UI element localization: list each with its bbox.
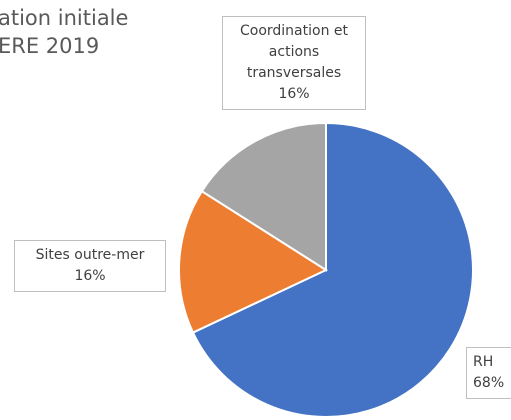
pie-slice [200,121,327,272]
value-label: 16% [74,268,106,284]
data-label: Sites outre-mer 16% [14,240,166,292]
pie-slice [178,189,329,334]
category-label: Sites outre-mer [35,247,145,263]
pie-slice [191,121,474,418]
data-label: Coordination et actions transversales 16% [222,16,366,110]
chart-title: ation initiale [0,6,129,30]
value-label: 68% [473,375,505,391]
category-label: RH [473,354,494,370]
data-label: RH 68% [466,347,511,399]
category-label: Coordination et actions transversales [239,23,348,81]
value-label: 16% [278,86,310,102]
chart-title: ERE 2019 [0,34,100,58]
